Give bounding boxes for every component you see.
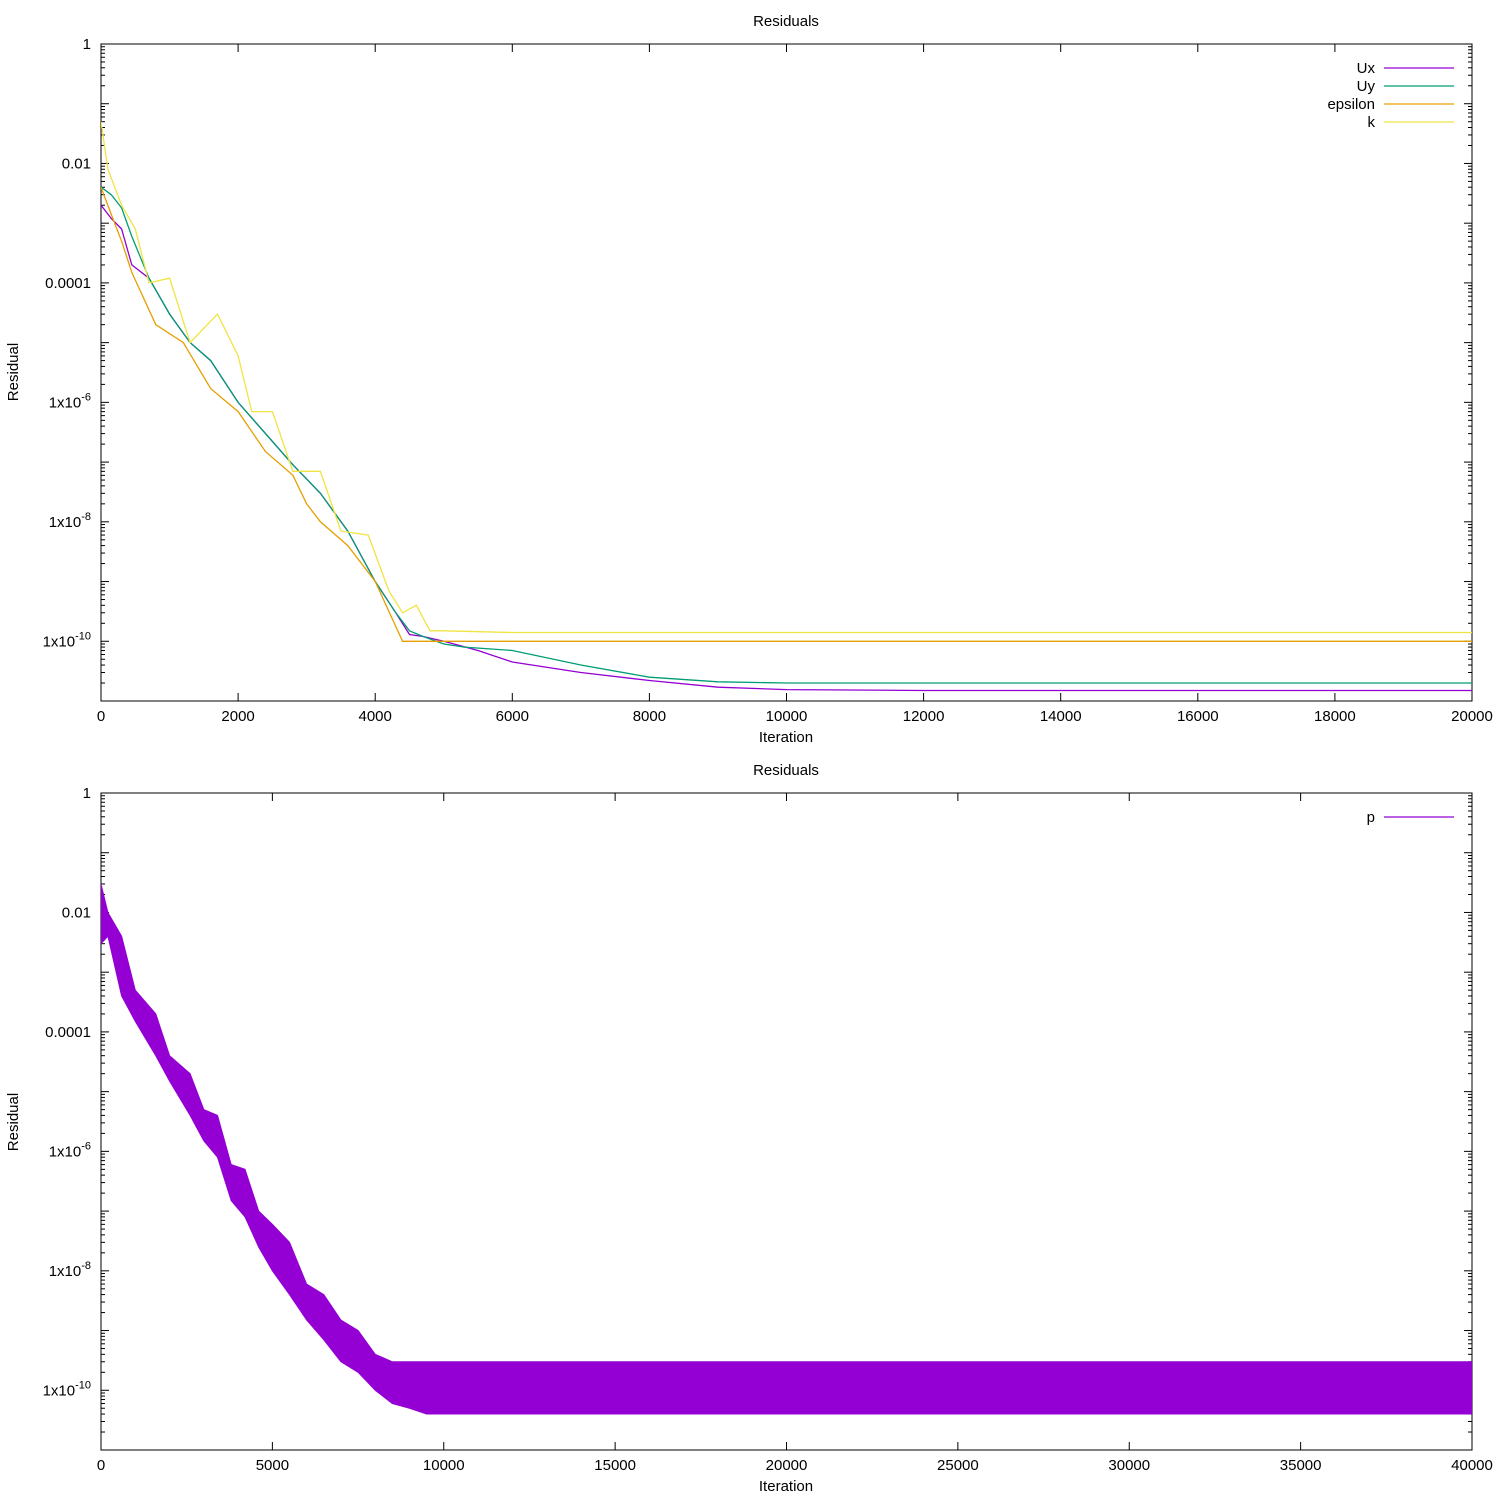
- y-tick-label: 0.01: [62, 904, 91, 921]
- y-tick-label: 1: [83, 36, 91, 53]
- legend-label: k: [1368, 114, 1376, 131]
- series-epsilon-line: [101, 186, 1472, 642]
- x-tick-label: 14000: [1040, 708, 1082, 725]
- legend-label: Ux: [1357, 60, 1376, 77]
- legend-label: Uy: [1357, 78, 1376, 95]
- y-tick-label: 0.0001: [45, 1024, 91, 1041]
- y-axis-label: Residual: [5, 1093, 22, 1151]
- y-tick-label: 0.01: [62, 155, 91, 172]
- x-tick-label: 40000: [1451, 1457, 1493, 1474]
- x-axis-label: Iteration: [759, 729, 813, 746]
- residuals-chart-bottom: Residuals Iteration Residual 0 5000 10000 1…: [5, 762, 1493, 1495]
- x-tick-label: 20000: [1451, 708, 1493, 725]
- series-uy-line: [101, 186, 1472, 684]
- x-tick-label: 0: [97, 1457, 105, 1474]
- y-tick-label: 1: [83, 785, 91, 802]
- y-tick-label: 1x10-6: [49, 1140, 91, 1160]
- y-tick-label: 1x10-10: [43, 1379, 91, 1399]
- x-tick-label: 25000: [937, 1457, 979, 1474]
- series-ux-line: [101, 204, 1472, 692]
- y-tick-label: 0.0001: [45, 275, 91, 292]
- x-axis-label: Iteration: [759, 1478, 813, 1495]
- x-tick-label: 0: [97, 708, 105, 725]
- x-tick-label: 18000: [1314, 708, 1356, 725]
- x-tick-label: 6000: [496, 708, 529, 725]
- x-tick-label: 12000: [903, 708, 945, 725]
- x-tick-label: 16000: [1177, 708, 1219, 725]
- series-k-line: [101, 121, 1472, 634]
- plot-area: [101, 121, 1472, 692]
- legend-label: p: [1367, 809, 1375, 826]
- plot-area: [101, 883, 1472, 1415]
- x-tick-label: 15000: [594, 1457, 636, 1474]
- x-tick-label: 5000: [256, 1457, 289, 1474]
- chart-title: Residuals: [753, 762, 819, 779]
- series-p-band: [101, 883, 1472, 1415]
- x-tick-label: 20000: [766, 1457, 808, 1474]
- x-tick-label: 30000: [1108, 1457, 1150, 1474]
- plot-frame: [100, 43, 1473, 702]
- x-tick-label: 4000: [359, 708, 392, 725]
- plot-frame: [100, 792, 1473, 1451]
- x-tick-label: 8000: [633, 708, 666, 725]
- y-tick-label: 1x10-6: [49, 391, 91, 411]
- chart-title: Residuals: [753, 13, 819, 30]
- y-tick-label: 1x10-10: [43, 630, 91, 650]
- x-tick-label: 10000: [766, 708, 808, 725]
- y-axis-label: Residual: [5, 343, 22, 401]
- residuals-chart-top: Residuals Iteration Residual 0 2000 4000 60…: [5, 13, 1493, 746]
- y-tick-label: 1x10-8: [49, 1260, 91, 1280]
- x-tick-label: 35000: [1280, 1457, 1322, 1474]
- x-tick-label: 10000: [423, 1457, 465, 1474]
- y-tick-label: 1x10-8: [49, 511, 91, 531]
- x-tick-label: 2000: [221, 708, 254, 725]
- legend-label: epsilon: [1327, 96, 1375, 113]
